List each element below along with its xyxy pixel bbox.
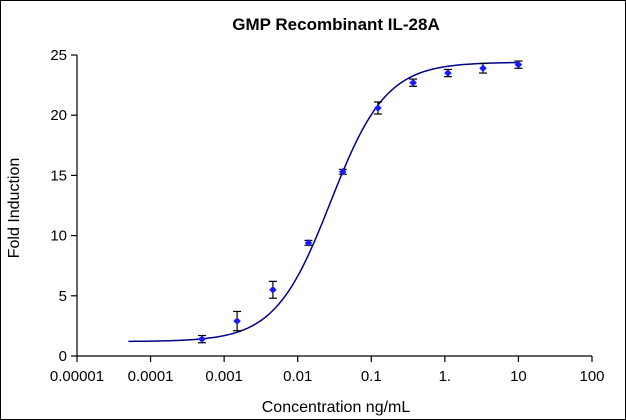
error-bars [197,60,523,344]
x-axis-label: Concentration ng/mL [262,399,411,416]
x-ticks: 0.00001 0.0001 0.001 0.01 0.1 1. 10 100 [50,356,605,385]
chart-title: GMP Recombinant IL-28A [232,15,440,34]
y-tick-label: 5 [59,288,67,305]
y-tick-label: 10 [50,228,67,245]
data-points [198,60,523,343]
y-tick-label: 15 [50,167,67,184]
x-tick-label: 0.0001 [128,368,174,385]
x-tick-label: 1. [439,368,452,385]
x-tick-label: 0.00001 [50,368,104,385]
data-point [409,78,417,87]
fit-curve-line [128,61,519,343]
data-point [514,60,523,69]
data-point [269,285,277,294]
axes [76,55,592,357]
y-tick-label: 0 [59,348,67,365]
data-point [444,69,452,77]
data-point [304,238,313,247]
fit-curve [128,61,519,343]
y-tick-label: 25 [50,47,67,64]
x-tick-label: 10 [510,368,527,385]
y-ticks: 0 5 10 15 20 25 [50,47,77,365]
data-point [233,317,241,325]
data-point [479,64,487,73]
x-tick-label: 0.1 [361,368,382,385]
x-tick-label: 0.001 [205,368,243,385]
x-tick-label: 0.01 [283,368,312,385]
data-point [374,104,382,112]
data-point [198,335,206,343]
x-tick-label: 100 [579,368,604,385]
data-point [338,167,347,176]
y-axis-label: Fold Induction [6,158,23,259]
y-tick-label: 20 [50,107,67,124]
